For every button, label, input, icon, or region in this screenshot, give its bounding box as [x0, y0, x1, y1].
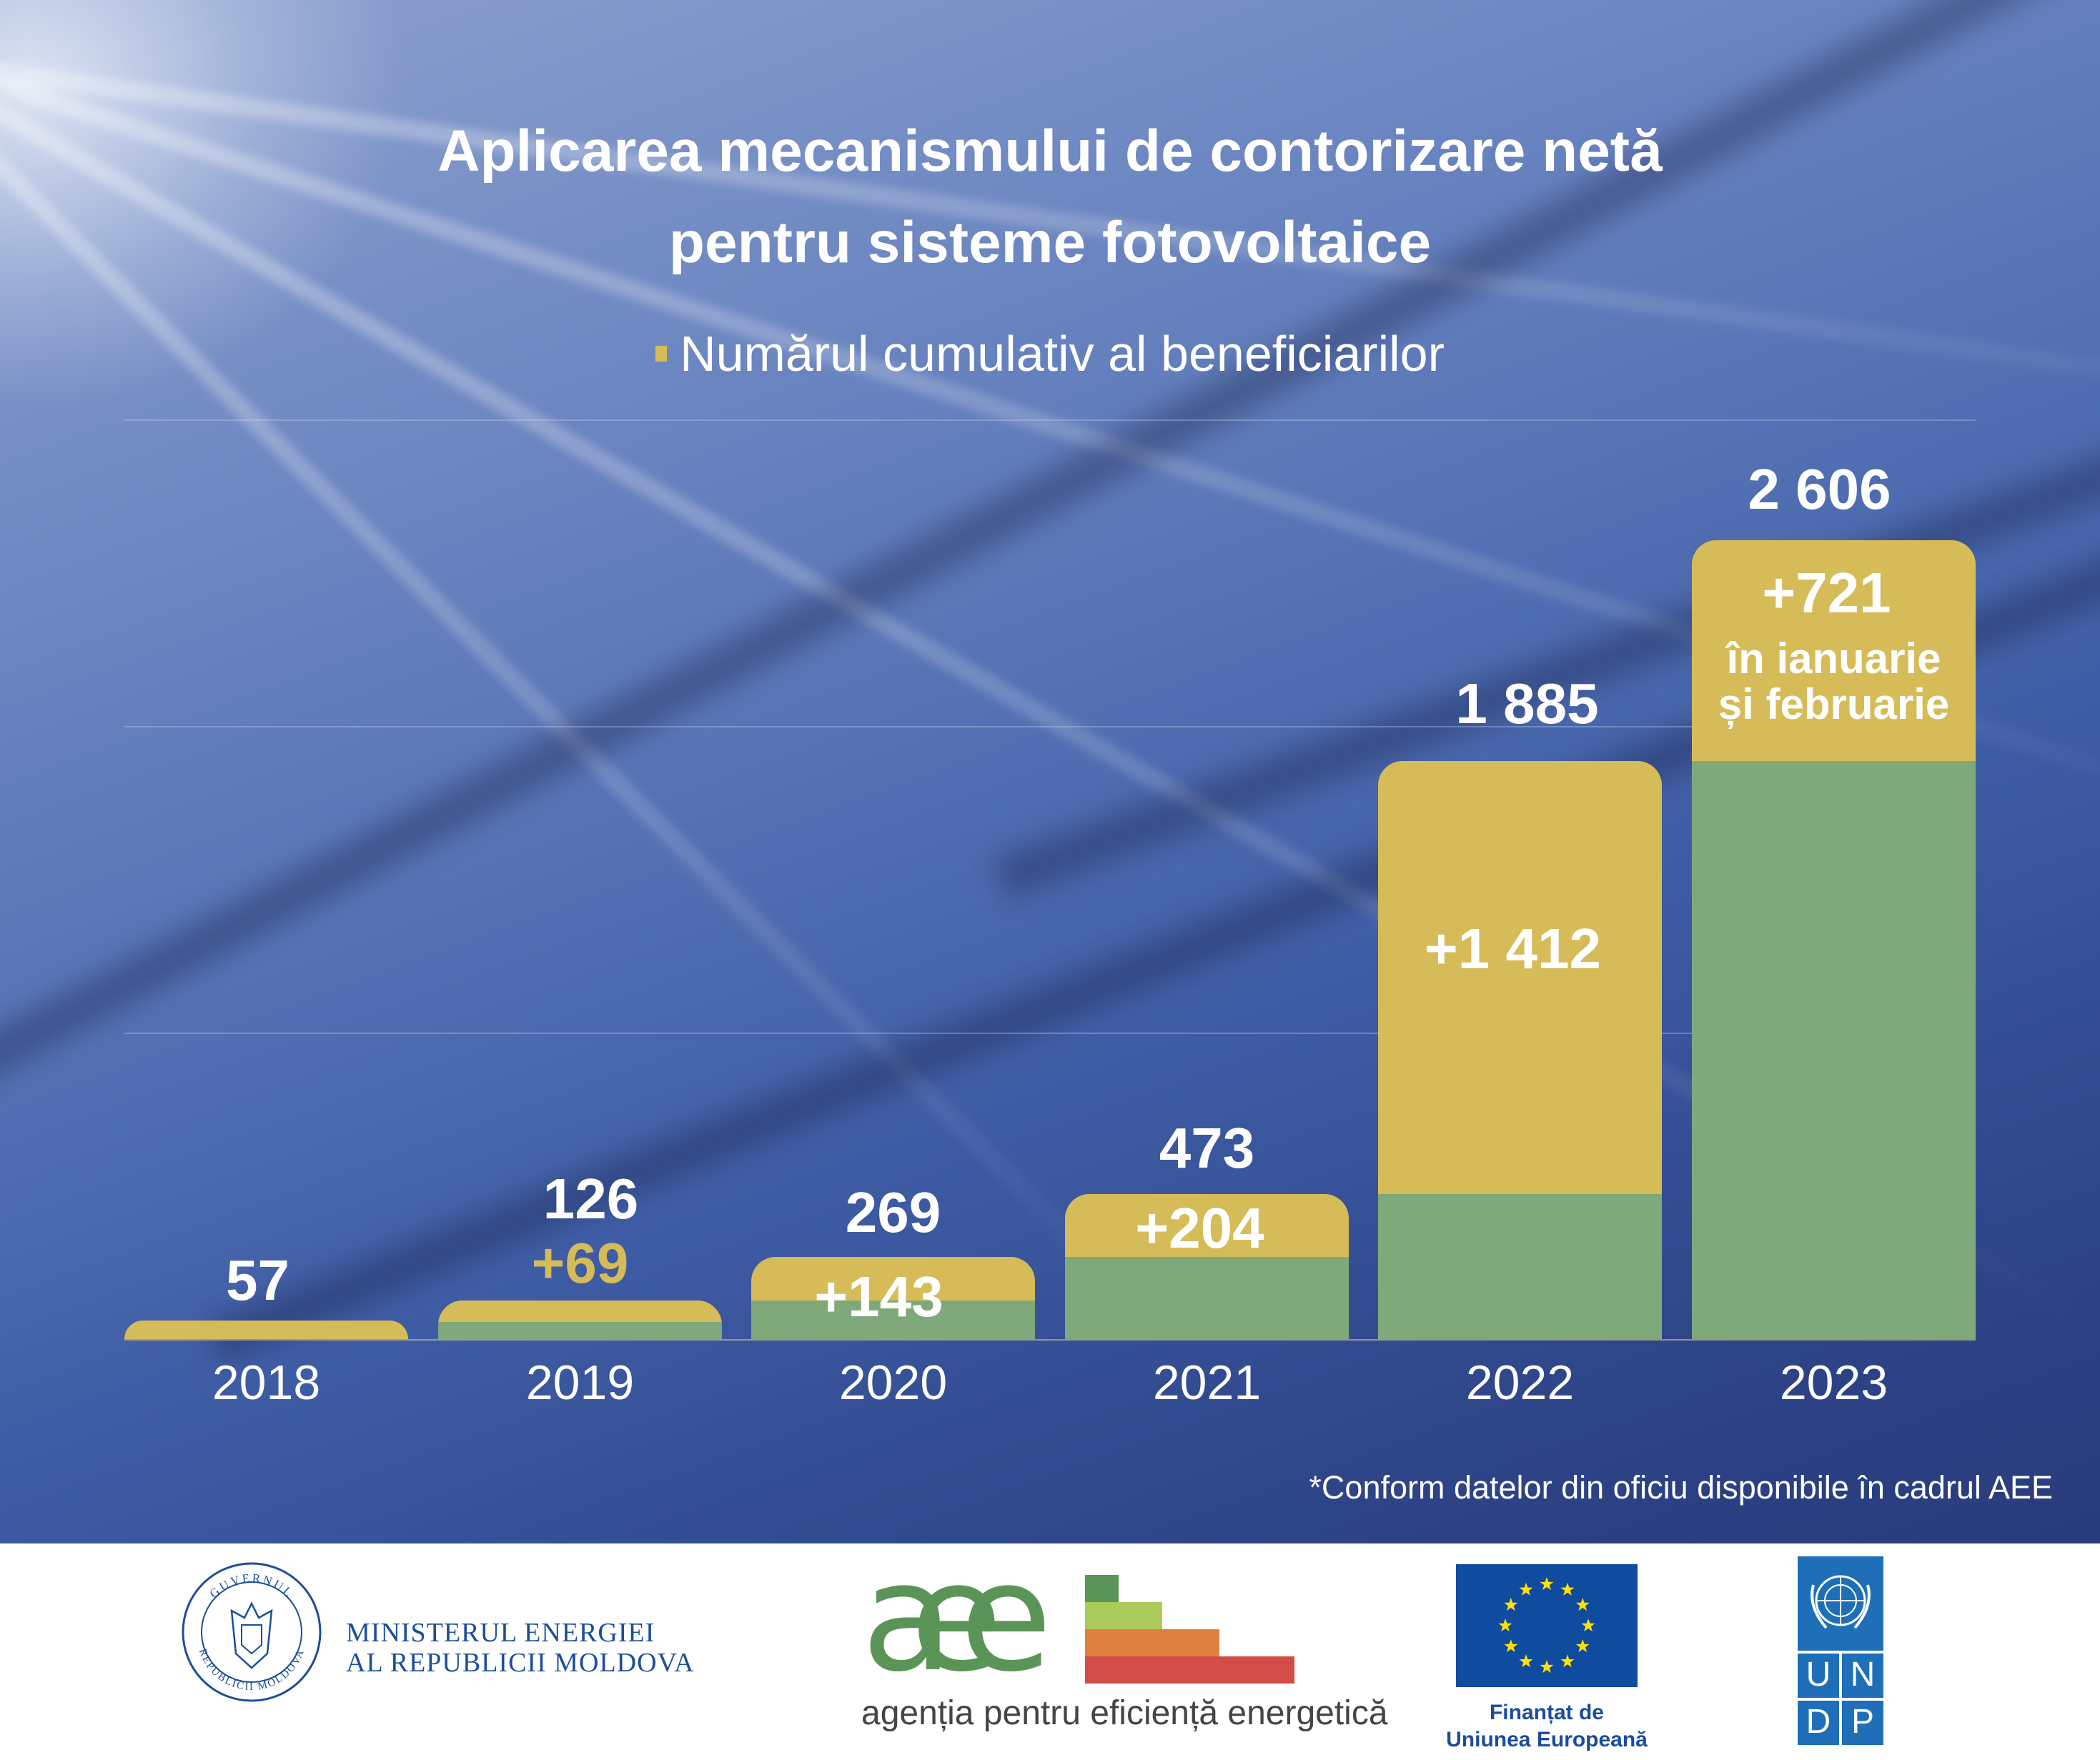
- legend-swatch: [655, 345, 668, 362]
- x-tick-label: 2022: [1465, 1356, 1575, 1410]
- total-label: 473: [1159, 1116, 1255, 1180]
- eu-star-icon: [1519, 1654, 1533, 1668]
- undp-letter-d: D: [1798, 1701, 1839, 1745]
- bar-2021: [1065, 1194, 1349, 1339]
- eu-star-icon: [1560, 1582, 1575, 1596]
- svg-text:GUVERNUL: GUVERNUL: [207, 1571, 297, 1601]
- x-tick-label: 2020: [838, 1356, 948, 1410]
- footnote: *Conform datelor din oficiu disponibile …: [1309, 1469, 2053, 1506]
- bar-segment-previous: [751, 1300, 1035, 1339]
- eu-star-icon: [1581, 1619, 1595, 1632]
- x-tick-label: 2021: [1152, 1356, 1262, 1410]
- aee-logo-text: aee: [861, 1569, 1045, 1691]
- eu-funding-caption: Finanțat de Uniunea Europeană: [1422, 1699, 1671, 1754]
- chart-title-line2: pentru sisteme fotovoltaice: [668, 210, 1432, 275]
- bar-2023: [1692, 540, 1976, 1339]
- x-axis-line: [124, 1339, 1976, 1341]
- increase-label: +204: [1135, 1196, 1264, 1260]
- bar-2018: [124, 1321, 408, 1339]
- bar-segment-increase: [438, 1300, 722, 1322]
- aee-caption: agenția pentru eficiență energetică: [861, 1694, 1388, 1732]
- chart-title-line1: Aplicarea mecanismului de contorizare ne…: [437, 119, 1663, 184]
- eu-star-icon: [1540, 1660, 1554, 1674]
- bar-2019: [438, 1300, 722, 1339]
- undp-letter-n: N: [1842, 1654, 1883, 1698]
- bar-segment-increase: [1378, 761, 1662, 1195]
- eu-star-icon: [1504, 1598, 1518, 1611]
- ministry-name: MINISTERUL ENERGIEI AL REPUBLICII MOLDOV…: [346, 1618, 695, 1678]
- eu-star-icon: [1519, 1582, 1533, 1596]
- eu-caption-line1: Finanțat de: [1489, 1701, 1604, 1724]
- government-seal-icon: GUVERNUL REPUBLICII MOLDOVA: [182, 1562, 322, 1702]
- eu-star-icon: [1560, 1654, 1575, 1668]
- bar-segment-increase: [124, 1321, 408, 1339]
- bar-segment-previous: [1378, 1194, 1662, 1339]
- increase-label: +143: [814, 1265, 943, 1328]
- ministry-line2: AL REPUBLICII MOLDOVA: [346, 1648, 695, 1678]
- eu-caption-line2: Uniunea Europeană: [1446, 1728, 1648, 1751]
- bar-segment-previous: [1692, 761, 1976, 1339]
- bar-segment-previous: [438, 1321, 722, 1339]
- bar-segment-increase: [1692, 540, 1976, 762]
- eu-flag-icon: [1456, 1564, 1638, 1687]
- bar-2022: [1378, 761, 1662, 1339]
- x-tick-label: 2023: [1779, 1356, 1888, 1410]
- gridline: [124, 1033, 1976, 1034]
- total-label: 2 606: [1748, 457, 1891, 521]
- ministry-line1: MINISTERUL ENERGIEI: [346, 1618, 655, 1648]
- total-label: 126: [543, 1167, 639, 1230]
- gridline: [124, 726, 1976, 727]
- undp-letter-p: P: [1842, 1701, 1883, 1745]
- eu-star-icon: [1575, 1639, 1590, 1653]
- total-label: 1 885: [1455, 672, 1599, 735]
- aee-logo: aee: [861, 1569, 1294, 1691]
- seal-text-top: GUVERNUL: [207, 1571, 294, 1601]
- bar-segment-increase: [751, 1256, 1035, 1301]
- eu-star-icon: [1575, 1598, 1590, 1611]
- annotation-2023-line1: în ianuarie: [1726, 635, 1941, 682]
- eu-star-icon: [1540, 1577, 1554, 1591]
- eu-star-icon: [1498, 1619, 1512, 1632]
- increase-label: +1 412: [1425, 917, 1601, 980]
- legend-label: Numărul cumulativ al beneficiarilor: [680, 326, 1445, 382]
- x-tick-label: 2018: [212, 1356, 321, 1410]
- increase-label: +69: [531, 1231, 629, 1295]
- increase-label: +721: [1762, 561, 1891, 625]
- eu-star-icon: [1504, 1639, 1518, 1653]
- annotation-2023-line2: și februarie: [1718, 680, 1950, 728]
- bar-segment-previous: [1065, 1256, 1349, 1339]
- chart-background: Aplicarea mecanismului de contorizare ne…: [0, 0, 2100, 1543]
- footer-logos: GUVERNUL REPUBLICII MOLDOVA MINISTERUL E…: [0, 1543, 2100, 1760]
- legend: Numărul cumulativ al beneficiarilor: [0, 325, 2100, 382]
- undp-letter-u: U: [1798, 1654, 1839, 1698]
- gridline: [124, 419, 1976, 421]
- x-tick-label: 2019: [525, 1356, 635, 1410]
- bar-2020: [751, 1256, 1035, 1339]
- bar-segment-increase: [1065, 1194, 1349, 1257]
- total-label: 57: [226, 1248, 289, 1312]
- un-emblem-icon: [1798, 1556, 1883, 1651]
- total-label: 269: [845, 1180, 941, 1244]
